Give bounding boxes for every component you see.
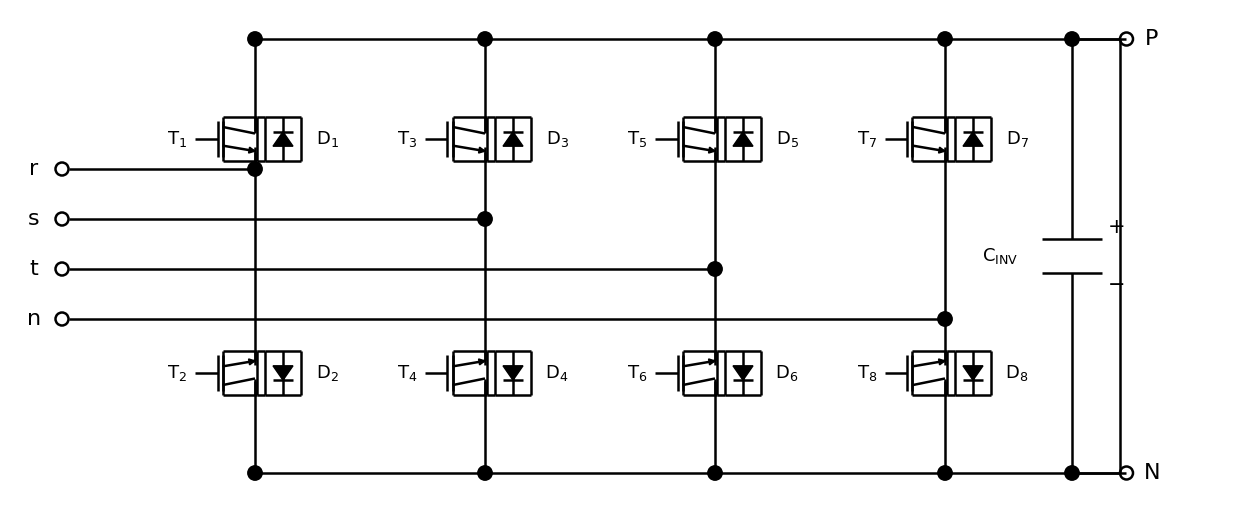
Polygon shape xyxy=(963,132,983,146)
Text: D$_3$: D$_3$ xyxy=(546,129,568,149)
Text: C$_{\mathrm{INV}}$: C$_{\mathrm{INV}}$ xyxy=(982,246,1018,266)
Polygon shape xyxy=(479,359,485,365)
Text: P: P xyxy=(1146,29,1158,49)
Polygon shape xyxy=(733,366,753,380)
Polygon shape xyxy=(503,366,523,380)
Text: D$_2$: D$_2$ xyxy=(316,363,339,383)
Text: r: r xyxy=(30,159,38,179)
Polygon shape xyxy=(708,147,715,153)
Circle shape xyxy=(477,466,492,480)
Text: D$_7$: D$_7$ xyxy=(1006,129,1028,149)
Polygon shape xyxy=(963,366,983,380)
Polygon shape xyxy=(479,147,485,153)
Text: T$_6$: T$_6$ xyxy=(626,363,647,383)
Circle shape xyxy=(248,466,262,480)
Circle shape xyxy=(477,32,492,46)
Circle shape xyxy=(1065,32,1079,46)
Circle shape xyxy=(937,312,952,326)
Text: t: t xyxy=(30,259,38,279)
Circle shape xyxy=(477,212,492,226)
Text: D$_6$: D$_6$ xyxy=(775,363,799,383)
Text: T$_8$: T$_8$ xyxy=(857,363,877,383)
Text: T$_3$: T$_3$ xyxy=(397,129,417,149)
Circle shape xyxy=(937,466,952,480)
Text: T$_5$: T$_5$ xyxy=(627,129,647,149)
Text: n: n xyxy=(27,309,41,329)
Circle shape xyxy=(937,32,952,46)
Text: D$_1$: D$_1$ xyxy=(315,129,339,149)
Circle shape xyxy=(708,262,722,276)
Polygon shape xyxy=(939,359,945,365)
Text: D$_4$: D$_4$ xyxy=(546,363,569,383)
Text: T$_1$: T$_1$ xyxy=(167,129,187,149)
Text: T$_2$: T$_2$ xyxy=(167,363,187,383)
Circle shape xyxy=(1065,466,1079,480)
Polygon shape xyxy=(248,359,255,365)
Polygon shape xyxy=(273,132,293,146)
Text: −: − xyxy=(1109,275,1126,295)
Text: T$_4$: T$_4$ xyxy=(397,363,417,383)
Polygon shape xyxy=(248,147,255,153)
Text: s: s xyxy=(29,209,40,229)
Circle shape xyxy=(248,32,262,46)
Polygon shape xyxy=(273,366,293,380)
Circle shape xyxy=(708,32,722,46)
Text: +: + xyxy=(1109,217,1126,237)
Text: D$_8$: D$_8$ xyxy=(1006,363,1029,383)
Text: T$_7$: T$_7$ xyxy=(857,129,877,149)
Polygon shape xyxy=(939,147,945,153)
Polygon shape xyxy=(708,359,715,365)
Polygon shape xyxy=(503,132,523,146)
Circle shape xyxy=(248,162,262,176)
Polygon shape xyxy=(733,132,753,146)
Circle shape xyxy=(708,466,722,480)
Text: D$_5$: D$_5$ xyxy=(775,129,799,149)
Text: N: N xyxy=(1143,463,1161,483)
